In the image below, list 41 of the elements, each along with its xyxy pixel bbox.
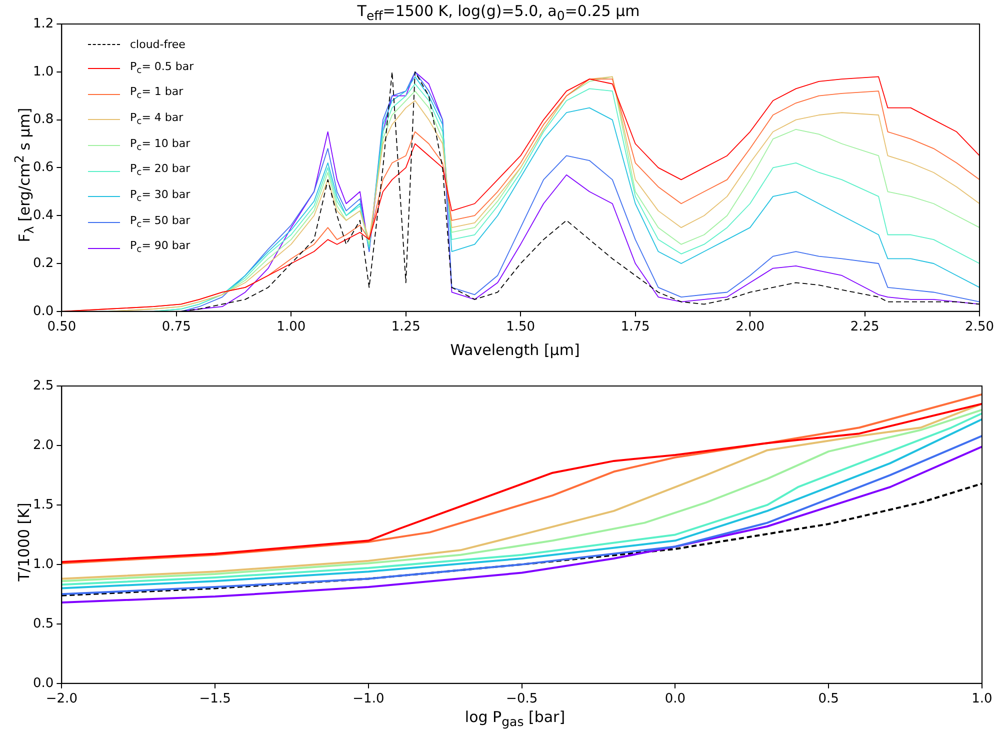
- x-tick-label: −2.0: [46, 692, 78, 707]
- x-tick-label: 1.00: [276, 320, 306, 335]
- x-tick-label: 0.0: [664, 692, 686, 707]
- legend-label: P$_{c}$= 90 bar: [130, 238, 190, 258]
- x-tick-label: −1.0: [352, 692, 384, 707]
- chart-title: T$_{eff}$=1500 K, log(g)=5.0, a$_{0}$=0.25 μm: [357, 2, 640, 23]
- x-tick-label: 0.50: [47, 320, 76, 335]
- legend-label: cloud-free: [130, 37, 186, 53]
- y-tick-label: 1.0: [32, 556, 54, 572]
- legend-label: P$_{c}$= 0.5 bar: [130, 58, 194, 78]
- y-tick-label: 2.5: [32, 378, 54, 394]
- y-tick-label: 2.0: [32, 438, 54, 453]
- legend-label: P$_{c}$= 30 bar: [130, 186, 190, 206]
- y-tick-label: 1.0: [32, 64, 54, 80]
- y-tick-label: 0.0: [32, 304, 54, 319]
- x-tick-label: −0.5: [506, 692, 538, 707]
- legend-label: P$_{c}$= 4 bar: [130, 110, 184, 130]
- x-tick-label: 1.25: [391, 320, 420, 335]
- legend-label: P$_{c}$= 1 bar: [130, 84, 184, 104]
- y-tick-label: 0.2: [32, 256, 54, 271]
- x-tick-label: 2.00: [736, 320, 765, 335]
- y-tick-label: 0.8: [32, 112, 54, 128]
- x-tick-label: 1.75: [620, 320, 650, 335]
- x-tick-label: 0.75: [162, 320, 191, 335]
- y-axis-title: T/1000 [K]: [15, 502, 33, 582]
- legend-label: P$_{c}$= 20 bar: [130, 161, 190, 180]
- y-tick-label: 0.0: [32, 676, 54, 691]
- x-axis-title: Wavelength [μm]: [449, 340, 581, 360]
- legend-label: P$_{c}$= 10 bar: [130, 136, 190, 155]
- x-tick-label: −1.5: [199, 692, 231, 707]
- y-tick-label: 1.5: [32, 497, 54, 512]
- x-tick-label: 1.0: [972, 692, 992, 707]
- legend-label: P$_{c}$= 50 bar: [130, 212, 190, 232]
- y-tick-label: 1.2: [32, 16, 54, 32]
- x-tick-label: 2.50: [965, 320, 994, 335]
- x-tick-label: 0.5: [818, 692, 839, 707]
- y-tick-label: 0.5: [32, 616, 54, 632]
- x-tick-label: 1.50: [506, 320, 536, 335]
- y-tick-label: 0.6: [32, 160, 54, 176]
- x-axis-title: log P$_{gas}$ [bar]: [464, 707, 566, 731]
- x-tick-label: 2.25: [850, 320, 880, 335]
